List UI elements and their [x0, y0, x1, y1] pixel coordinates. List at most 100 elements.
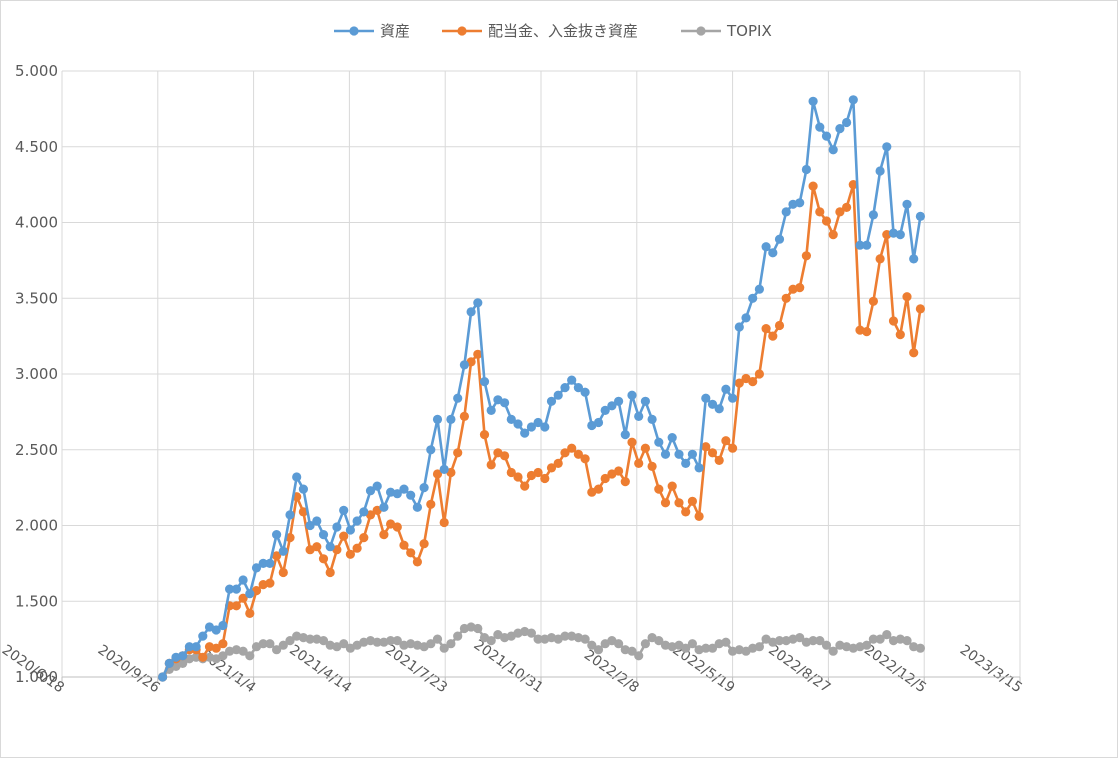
data-point	[640, 396, 651, 406]
data-point	[593, 645, 604, 655]
data-point	[479, 377, 490, 387]
data-point	[815, 207, 825, 217]
series-group	[158, 95, 926, 682]
data-point	[526, 422, 537, 432]
data-point	[231, 601, 241, 611]
data-point	[459, 360, 469, 370]
data-point	[272, 551, 282, 561]
y-tick-label: 1.000	[15, 668, 58, 686]
data-point	[178, 658, 188, 669]
data-point	[748, 293, 758, 303]
data-point	[667, 433, 677, 443]
data-point	[768, 248, 778, 258]
data-point	[238, 646, 248, 656]
x-tick-label: 2020/9/26	[95, 642, 163, 696]
data-point	[345, 549, 355, 559]
data-point	[379, 502, 389, 512]
series-0	[158, 95, 926, 682]
data-point	[614, 466, 624, 476]
data-point	[546, 463, 557, 473]
data-point	[640, 639, 651, 649]
data-point	[298, 484, 308, 494]
data-point	[801, 164, 812, 175]
data-point	[292, 472, 302, 482]
data-point	[915, 304, 926, 314]
data-point	[198, 652, 208, 662]
data-point	[520, 428, 530, 438]
data-point	[862, 240, 872, 250]
data-point	[634, 411, 644, 421]
data-point	[158, 672, 168, 682]
data-point	[567, 443, 577, 453]
x-tick-label: 2023/3/15	[957, 642, 1025, 696]
y-tick-label: 3.000	[15, 365, 58, 383]
data-point	[459, 411, 469, 421]
data-point	[721, 384, 731, 394]
data-point	[909, 348, 919, 358]
x-tick-label: 2021/4/14	[286, 642, 354, 696]
data-point	[741, 313, 751, 323]
data-point	[848, 95, 858, 105]
data-point	[654, 484, 664, 494]
data-point	[815, 122, 825, 132]
data-point	[285, 533, 295, 543]
data-point	[808, 181, 818, 191]
data-point	[781, 293, 791, 303]
data-point	[875, 254, 885, 264]
data-point	[406, 548, 416, 558]
data-point	[835, 124, 845, 134]
data-point	[184, 642, 194, 652]
data-point	[835, 207, 845, 217]
data-point	[687, 449, 698, 459]
data-point	[694, 463, 704, 473]
data-point	[580, 634, 590, 644]
data-point	[439, 517, 449, 528]
legend-swatch-marker	[696, 26, 706, 36]
data-point	[506, 467, 516, 478]
series-2	[158, 622, 926, 682]
data-point	[379, 530, 389, 540]
data-point	[446, 639, 456, 649]
y-tick-label: 2.000	[15, 517, 58, 535]
data-point	[888, 316, 899, 326]
data-point	[821, 131, 832, 141]
data-point	[392, 522, 402, 532]
data-point	[533, 467, 543, 478]
data-point	[318, 530, 329, 540]
data-point	[795, 283, 805, 293]
data-point	[573, 449, 584, 459]
data-point	[238, 593, 248, 603]
data-point	[707, 643, 718, 653]
gridlines	[61, 70, 1021, 678]
y-tick-label: 3.500	[15, 289, 58, 307]
data-point	[600, 405, 610, 415]
data-point	[821, 640, 832, 650]
data-point	[734, 378, 744, 388]
legend-label: 資産	[380, 22, 410, 40]
data-point	[808, 636, 818, 646]
data-point	[500, 451, 510, 461]
data-point	[285, 636, 295, 646]
data-point	[567, 375, 577, 385]
data-point	[714, 455, 724, 465]
data-point	[553, 390, 563, 400]
data-point	[895, 330, 905, 340]
data-point	[258, 558, 268, 569]
data-point	[218, 651, 228, 661]
data-point	[707, 448, 718, 458]
data-point	[795, 633, 805, 643]
data-point	[647, 461, 657, 471]
data-point	[406, 490, 416, 500]
data-point	[573, 383, 584, 393]
data-point	[701, 442, 711, 452]
data-point	[533, 634, 543, 644]
data-point	[587, 640, 597, 650]
data-point	[714, 404, 724, 414]
data-point	[654, 636, 664, 646]
y-tick-label: 5.000	[15, 62, 58, 80]
data-point	[332, 522, 342, 532]
data-point	[707, 399, 718, 409]
data-point	[479, 430, 490, 440]
data-point	[560, 631, 570, 641]
